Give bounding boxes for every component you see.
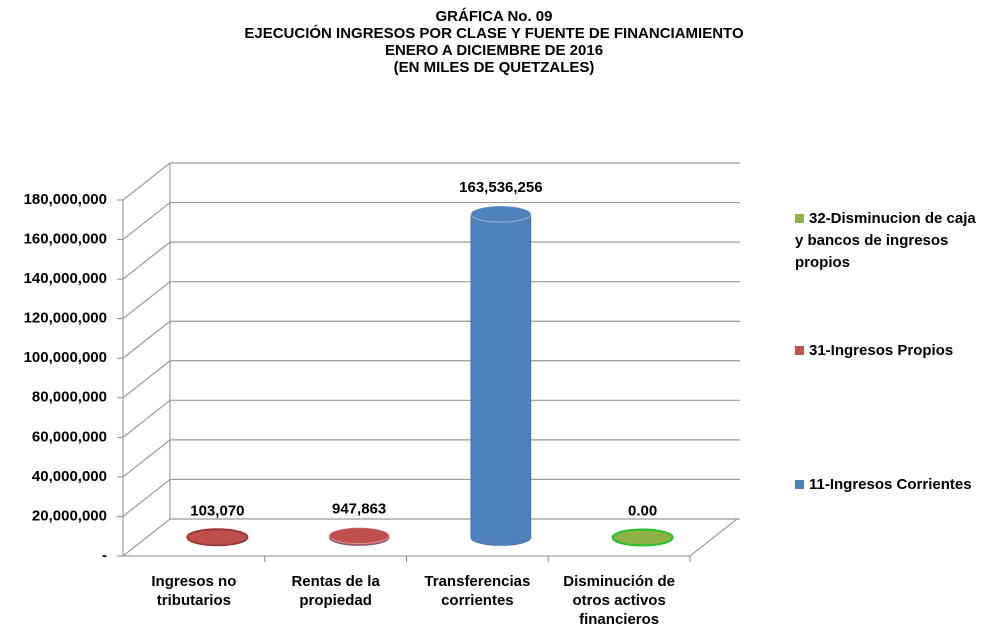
bar [611,528,674,547]
y-tick-label: 180,000,000 [24,191,107,208]
bar-top [470,205,532,223]
grid-line [122,201,740,241]
y-tick-label: 140,000,000 [24,270,107,287]
y-tick-label: 120,000,000 [24,310,107,327]
legend-item: 32-Disminucion de caja y bancos de ingre… [795,208,985,274]
data-label: 103,070 [190,502,244,519]
chart-title: GRÁFICA No. 09 [435,8,553,25]
chart-subtitle: ENERO A DICIEMBRE DE 2016 [384,42,604,59]
grid-line [122,162,740,201]
legend-item: 11-Ingresos Corrientes [795,474,985,496]
x-tick-label: Disminución de otros activos financieros [563,573,675,628]
legend-label: 32-Disminucion de caja y bancos de ingre… [795,210,976,271]
x-tick-label: Transferencias corrientes [424,573,531,609]
bar [328,527,390,546]
y-tick-label: 60,000,000 [32,428,107,445]
y-tick-label: 20,000,000 [32,507,107,524]
legend-swatch [795,480,804,489]
legend-item: 31-Ingresos Propios [795,340,985,362]
y-tick-label: 40,000,000 [32,468,107,485]
x-tick-label: Rentas de la propiedad [291,573,380,609]
x-tick-label: Ingresos no tributarios [151,573,237,609]
y-tick-label: 160,000,000 [24,231,107,248]
data-label: 0.00 [628,502,657,519]
floor-edge [689,518,738,557]
bar-top [611,528,674,547]
chart-subtitle: EJECUCIÓN INGRESOS POR CLASE Y FUENTE DE… [244,25,744,42]
bar-body [470,213,532,546]
bar [186,528,249,547]
grid-line [122,399,740,438]
grid-line [122,241,740,280]
bar [470,205,532,546]
grid-line [122,478,740,517]
legend-swatch [795,214,804,223]
data-label: 163,536,256 [459,179,542,196]
y-tick-label: 100,000,000 [24,349,107,366]
grid-line [122,320,740,359]
bar-top [328,527,390,545]
chart-subtitle: (EN MILES DE QUETZALES) [393,59,595,76]
bar-top [186,528,249,547]
data-label: 947,863 [332,501,386,518]
grid-line [122,281,740,320]
grid-line [122,360,740,399]
legend-swatch [795,346,804,355]
grid-line [122,439,740,478]
y-tick-label: 80,000,000 [32,389,107,406]
legend-label: 11-Ingresos Corrientes [809,476,972,493]
y-tick-label: - [102,547,107,564]
grid-line [122,518,740,557]
legend-label: 31-Ingresos Propios [809,342,954,359]
